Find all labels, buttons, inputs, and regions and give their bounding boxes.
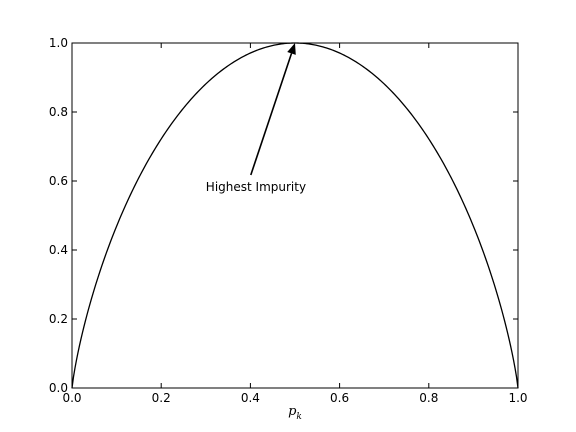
y-tick-label: 0.2 (49, 312, 68, 326)
x-tick-label: 0.4 (241, 391, 260, 405)
x-axis-label-main: p (288, 404, 297, 419)
ticks-group (71, 42, 519, 389)
annotation-text: Highest Impurity (206, 180, 306, 194)
x-axis-label-subscript: k (296, 412, 301, 422)
y-tick-label: 0.4 (49, 243, 68, 257)
y-tick-label: 0.6 (49, 174, 68, 188)
x-axis-label: pk (288, 404, 302, 422)
y-tick-label: 0.0 (49, 381, 68, 395)
annotation-arrow (250, 53, 293, 176)
x-tick-label: 0.2 (152, 391, 171, 405)
tick-labels-group: 0.0 0.2 0.4 0.6 0.8 1.0 0.0 0.2 0.4 0.6 0.8 1.0 (49, 36, 528, 405)
x-tick-label: 0.8 (419, 391, 438, 405)
x-tick-label: 1.0 (508, 391, 527, 405)
series-line (71, 42, 519, 389)
x-tick-label: 0.6 (330, 391, 349, 405)
y-tick-label: 0.8 (49, 105, 68, 119)
x-tick-label: 0.0 (62, 391, 81, 405)
y-tick-label: 1.0 (49, 36, 68, 50)
plot-frame (71, 42, 519, 389)
annotation-arrowhead (287, 43, 296, 55)
